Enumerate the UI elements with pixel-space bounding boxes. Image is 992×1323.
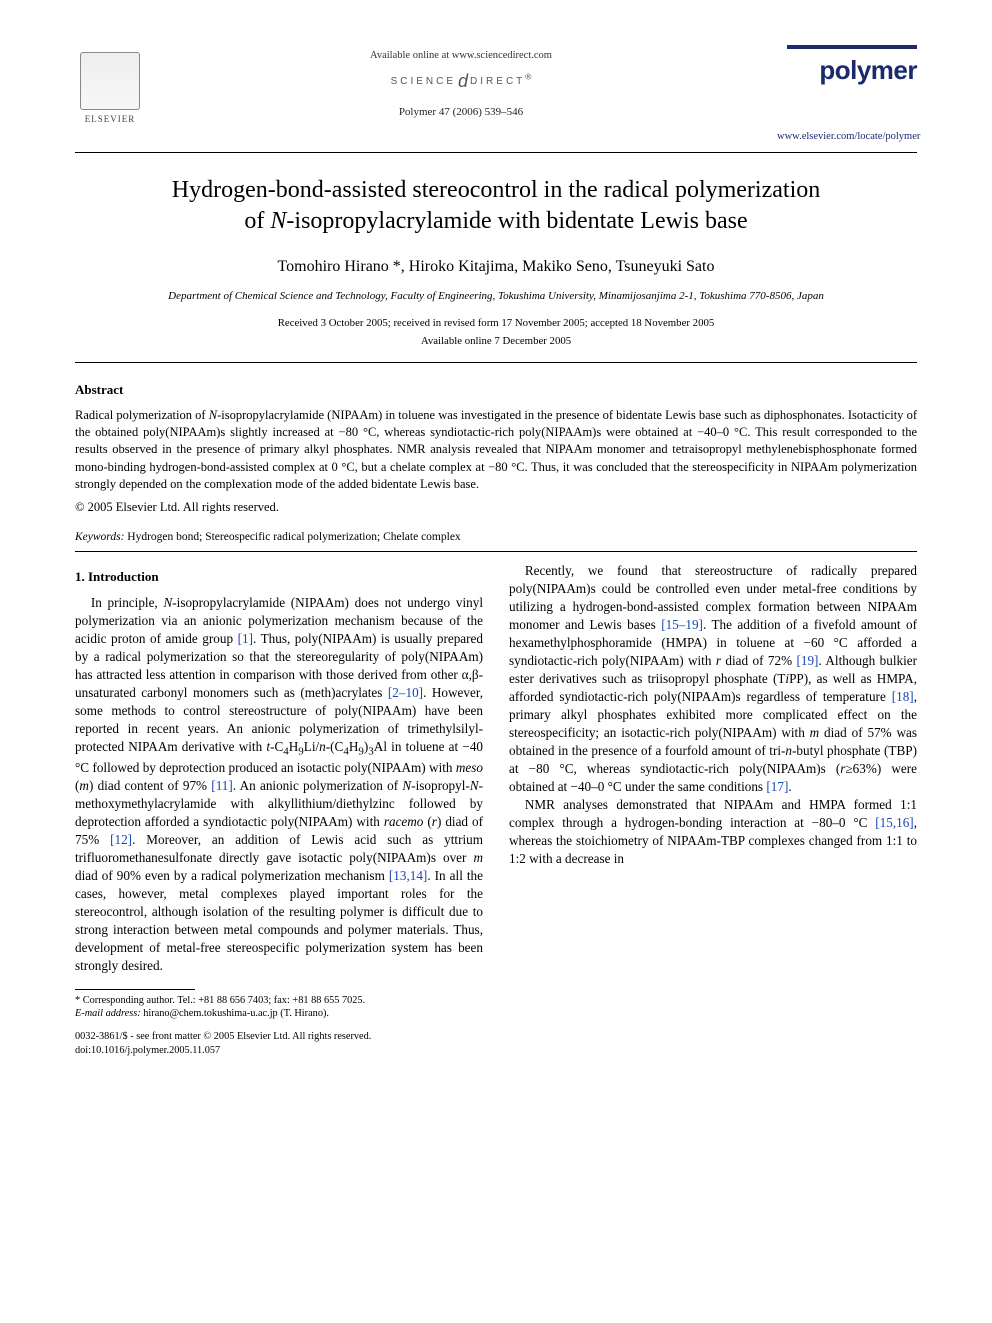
email-line: E-mail address: hirano@chem.tokushima-u.… xyxy=(75,1007,483,1020)
email-label: E-mail address: xyxy=(75,1008,141,1019)
title-line2-pre: of xyxy=(244,208,270,234)
intro-heading: 1. Introduction xyxy=(75,568,483,586)
copyright-line: © 2005 Elsevier Ltd. All rights reserved… xyxy=(75,499,917,516)
keywords-text: Hydrogen bond; Stereospecific radical po… xyxy=(124,531,460,543)
author-list: Tomohiro Hirano *, Hiroko Kitajima, Maki… xyxy=(75,256,917,278)
affiliation: Department of Chemical Science and Techn… xyxy=(75,289,917,304)
keywords-line: Keywords: Hydrogen bond; Stereospecific … xyxy=(75,530,917,546)
received-dates: Received 3 October 2005; received in rev… xyxy=(75,316,917,331)
footnotes-block: * Corresponding author. Tel.: +81 88 656… xyxy=(75,994,483,1021)
journal-header: ELSEVIER Available online at www.science… xyxy=(75,45,917,144)
elsevier-text: ELSEVIER xyxy=(85,113,136,125)
abstract-heading: Abstract xyxy=(75,381,917,399)
keywords-label: Keywords: xyxy=(75,531,124,543)
online-date: Available online 7 December 2005 xyxy=(75,334,917,349)
intro-para-1: In principle, N-isopropylacrylamide (NIP… xyxy=(75,594,483,975)
polymer-link[interactable]: www.elsevier.com/locate/polymer xyxy=(777,130,917,144)
polymer-word: polymer xyxy=(777,53,917,88)
title-line2-post: -isopropylacrylamide with bidentate Lewi… xyxy=(286,208,747,234)
divider-after-dates xyxy=(75,362,917,363)
issn-line: 0032-3861/$ - see front matter © 2005 El… xyxy=(75,1030,483,1043)
intro-para-2: Recently, we found that stereostructure … xyxy=(509,562,917,795)
corresponding-author: * Corresponding author. Tel.: +81 88 656… xyxy=(75,994,483,1007)
title-line1: Hydrogen-bond-assisted stereocontrol in … xyxy=(172,177,820,203)
journal-reference: Polymer 47 (2006) 539–546 xyxy=(145,105,777,120)
sd-word2: DIRECT xyxy=(470,76,525,87)
title-line2-ital: N xyxy=(270,208,286,234)
sd-word1: SCIENCE xyxy=(391,76,456,87)
doi-line: doi:10.1016/j.polymer.2005.11.057 xyxy=(75,1044,483,1057)
body-columns: 1. Introduction In principle, N-isopropy… xyxy=(75,562,917,1057)
polymer-bar-icon xyxy=(787,45,917,49)
article-title: Hydrogen-bond-assisted stereocontrol in … xyxy=(105,175,887,237)
abstract-body: Radical polymerization of N-isopropylacr… xyxy=(75,407,917,493)
divider-top xyxy=(75,152,917,153)
bottom-meta: 0032-3861/$ - see front matter © 2005 El… xyxy=(75,1030,483,1057)
intro-para-3: NMR analyses demonstrated that NIPAAm an… xyxy=(509,796,917,868)
polymer-logo-block: polymer www.elsevier.com/locate/polymer xyxy=(777,45,917,144)
available-online-text: Available online at www.sciencedirect.co… xyxy=(145,49,777,63)
sciencedirect-logo: SCIENCEdDIRECT® xyxy=(145,69,777,93)
divider-after-keywords xyxy=(75,551,917,552)
elsevier-tree-icon xyxy=(80,52,140,110)
footnote-separator xyxy=(75,989,195,990)
elsevier-logo: ELSEVIER xyxy=(75,45,145,125)
header-center: Available online at www.sciencedirect.co… xyxy=(145,45,777,120)
email-value[interactable]: hirano@chem.tokushima-u.ac.jp (T. Hirano… xyxy=(141,1008,329,1019)
